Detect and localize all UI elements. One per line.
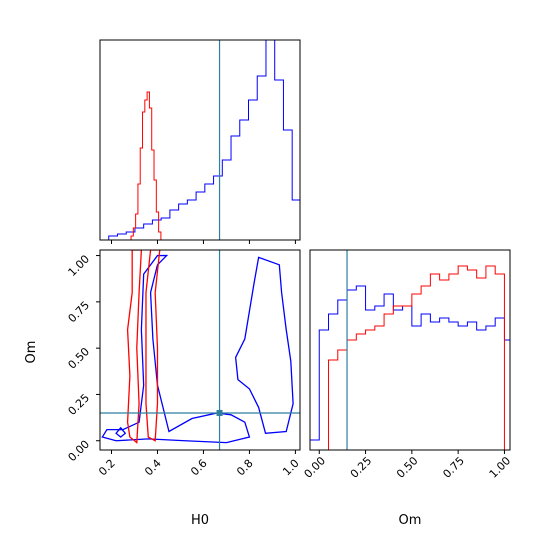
plot-area [100, 250, 300, 450]
contour-blue [115, 426, 127, 438]
x-axis-label-h0: H0 [191, 513, 209, 528]
axes-frame [99, 249, 301, 451]
axes-frame [99, 39, 301, 241]
histogram-blue [310, 285, 510, 450]
axes-frame [309, 249, 511, 451]
plot-area [310, 250, 510, 450]
y-axis-label-om: Om [24, 341, 39, 364]
truth-marker [216, 409, 223, 416]
plot-area [100, 40, 300, 240]
panel-h0-histogram [99, 39, 301, 244]
panel-h0-om-contour: 0.2 0.4 0.6 0.8 1.00.000.250.500.751.00 [66, 249, 302, 478]
histogram-red [319, 265, 505, 450]
histogram-blue [100, 40, 300, 240]
histogram-red [130, 91, 162, 240]
contour-red [126, 250, 143, 444]
contour-red [145, 250, 161, 442]
contour-blue [234, 256, 294, 435]
x-axis-label-om: Om [399, 513, 422, 528]
